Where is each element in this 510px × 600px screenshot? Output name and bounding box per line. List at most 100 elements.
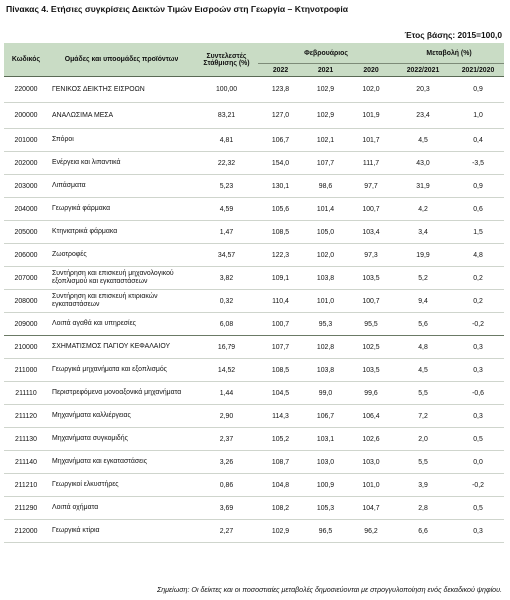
row-group-name: Γεωργικά μηχανήματα και εξοπλισμός (48, 358, 195, 382)
table-row: 211000 Γεωργικά μηχανήματα και εξοπλισμός… (4, 358, 505, 382)
row-value-2022: 100,7 (258, 312, 303, 336)
table-row: 209000 Λοιπά αγαθά και υπηρεσίες 6,08 100,7… (4, 312, 505, 336)
header-2020: 2020 (348, 63, 395, 77)
row-value-2020: 106,4 (348, 404, 395, 428)
row-group-name: Σπόροι (48, 128, 195, 152)
row-value-2021: 102,1 (303, 128, 348, 152)
table-row: 211140 Μηχανήματα και εγκαταστάσεις 3,26 10… (4, 450, 505, 474)
row-group-name: ΑΝΑΛΩΣΙΜΑ ΜΕΣΑ (48, 102, 195, 129)
row-value-2021: 98,6 (303, 174, 348, 198)
table-row: 201000 Σπόροι 4,81 106,7 102,1 101,7 4,5 0,4 (4, 128, 505, 152)
row-value-2021: 106,7 (303, 404, 348, 428)
row-group-name: Λοιπά οχήματα (48, 496, 195, 520)
row-change-2022-2021: 9,4 (394, 289, 453, 313)
row-weight: 0,32 (195, 289, 258, 313)
table-row: 205000 Κτηνιατρικά φάρμακα 1,47 108,5 105,0 1… (4, 220, 505, 244)
row-group-name: Συντήρηση και επισκευή μηχανολογικού εξο… (48, 266, 195, 290)
row-value-2022: 122,3 (258, 243, 303, 267)
row-value-2021: 96,5 (303, 519, 348, 543)
row-group-name: Γεωργικά φάρμακα (48, 197, 195, 221)
row-code: 220000 (4, 76, 48, 103)
row-change-2022-2021: 3,9 (394, 473, 453, 497)
row-change-2022-2021: 4,8 (394, 335, 453, 359)
row-weight: 1,47 (195, 220, 258, 244)
row-code: 207000 (4, 266, 48, 290)
table-row: 204000 Γεωργικά φάρμακα 4,59 105,6 101,4 100,… (4, 197, 505, 221)
table-row: 211110 Περιστρεφόμενα μονοαξονικά μηχανήμ… (4, 381, 505, 405)
row-weight: 3,82 (195, 266, 258, 290)
table-row: 200000 ΑΝΑΛΩΣΙΜΑ ΜΕΣΑ 83,21 127,0 102,9 101,9… (4, 102, 505, 129)
price-index-table: Κωδικός Ομάδες και υποομάδες προϊόντων Σ… (4, 43, 505, 543)
row-change-2021-2020: 4,8 (452, 243, 505, 267)
row-change-2021-2020: -0,2 (452, 312, 505, 336)
row-change-2022-2021: 4,5 (394, 358, 453, 382)
row-code: 200000 (4, 102, 48, 129)
row-group-name: Ενέργεια και λιπαντικά (48, 151, 195, 175)
row-value-2020: 103,0 (348, 450, 395, 474)
header-code: Κωδικός (4, 43, 48, 77)
row-change-2022-2021: 5,2 (394, 266, 453, 290)
row-value-2022: 104,5 (258, 381, 303, 405)
row-change-2022-2021: 31,9 (394, 174, 453, 198)
row-change-2022-2021: 23,4 (394, 102, 453, 129)
table-row: 212000 Γεωργικά κτίρια 2,27 102,9 96,5 96,2 6,… (4, 519, 505, 543)
row-group-name: Συντήρηση και επισκευή κτιριακών εγκατασ… (48, 289, 195, 313)
row-value-2021: 105,0 (303, 220, 348, 244)
row-value-2021: 103,8 (303, 266, 348, 290)
row-group-name: Λοιπά αγαθά και υπηρεσίες (48, 312, 195, 336)
table-row: 211210 Γεωργικοί ελκυστήρες 0,86 104,8 100,9… (4, 473, 505, 497)
row-value-2020: 102,6 (348, 427, 395, 451)
row-code: 211110 (4, 381, 48, 405)
row-value-2022: 105,6 (258, 197, 303, 221)
row-change-2021-2020: 0,4 (452, 128, 505, 152)
row-change-2022-2021: 19,9 (394, 243, 453, 267)
row-change-2021-2020: -0,6 (452, 381, 505, 405)
row-value-2020: 95,5 (348, 312, 395, 336)
row-change-2021-2020: 0,9 (452, 76, 505, 103)
row-weight: 22,32 (195, 151, 258, 175)
row-value-2020: 96,2 (348, 519, 395, 543)
row-code: 205000 (4, 220, 48, 244)
row-value-2020: 111,7 (348, 151, 395, 175)
row-weight: 16,79 (195, 335, 258, 359)
row-value-2021: 105,3 (303, 496, 348, 520)
table-row: 203000 Λιπάσματα 5,23 130,1 98,6 97,7 31,9 0,9 (4, 174, 505, 198)
row-change-2022-2021: 43,0 (394, 151, 453, 175)
row-value-2022: 127,0 (258, 102, 303, 129)
row-code: 211290 (4, 496, 48, 520)
header-2022: 2022 (258, 63, 303, 77)
table-row: 210000 ΣΧΗΜΑΤΙΣΜΟΣ ΠΑΓΙΟΥ ΚΕΦΑΛΑΙΟΥ 16,79 1… (4, 335, 505, 359)
row-code: 202000 (4, 151, 48, 175)
row-change-2021-2020: 1,5 (452, 220, 505, 244)
row-value-2020: 103,4 (348, 220, 395, 244)
table-row: 202000 Ενέργεια και λιπαντικά 22,32 154,0 10… (4, 151, 505, 175)
row-value-2020: 103,5 (348, 358, 395, 382)
row-code: 212000 (4, 519, 48, 543)
row-change-2021-2020: 0,3 (452, 358, 505, 382)
row-change-2021-2020: 0,5 (452, 496, 505, 520)
row-value-2022: 102,9 (258, 519, 303, 543)
row-change-2022-2021: 5,5 (394, 381, 453, 405)
row-code: 208000 (4, 289, 48, 313)
row-change-2021-2020: 0,3 (452, 404, 505, 428)
row-value-2020: 103,5 (348, 266, 395, 290)
row-weight: 5,23 (195, 174, 258, 198)
header-change-2021-2020: 2021/2020 (452, 63, 505, 77)
row-value-2020: 104,7 (348, 496, 395, 520)
row-change-2022-2021: 4,2 (394, 197, 453, 221)
row-value-2021: 102,9 (303, 102, 348, 129)
row-group-name: Περιστρεφόμενα μονοαξονικά μηχανήματα (48, 381, 195, 405)
row-code: 211140 (4, 450, 48, 474)
row-value-2022: 107,7 (258, 335, 303, 359)
row-value-2021: 100,9 (303, 473, 348, 497)
row-group-name: Γεωργικά κτίρια (48, 519, 195, 543)
row-change-2021-2020: 0,2 (452, 289, 505, 313)
row-change-2021-2020: 0,3 (452, 519, 505, 543)
row-change-2021-2020: 0,3 (452, 335, 505, 359)
row-weight: 1,44 (195, 381, 258, 405)
row-change-2021-2020: 0,5 (452, 427, 505, 451)
row-value-2021: 107,7 (303, 151, 348, 175)
row-value-2022: 108,2 (258, 496, 303, 520)
table-body: 220000 ΓΕΝΙΚΟΣ ΔΕΙΚΤΗΣ ΕΙΣΡΟΩΝ 100,00 123,8… (4, 76, 505, 543)
base-year-label: Έτος βάσης: 2015=100,0 (404, 30, 502, 40)
